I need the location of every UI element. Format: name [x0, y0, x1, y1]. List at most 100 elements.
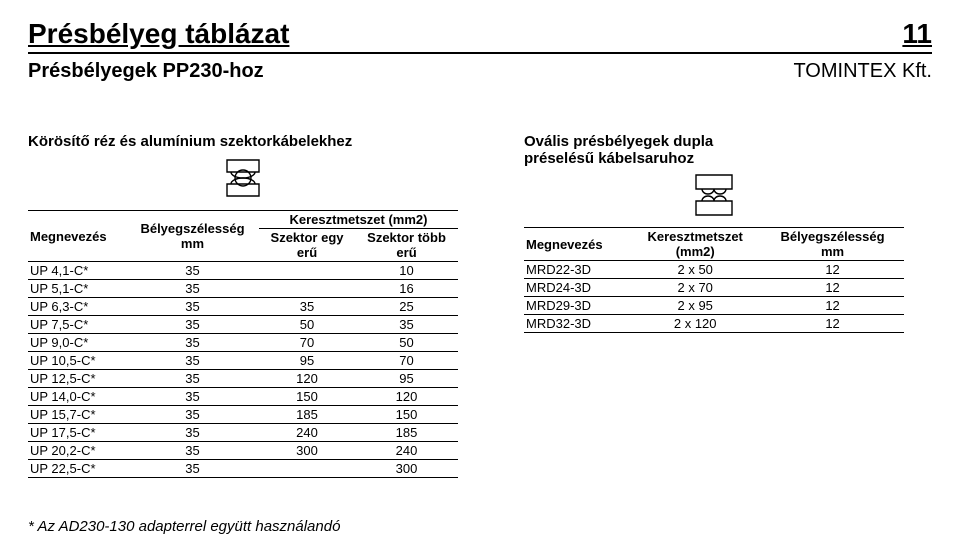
- cell-sector-one: 95: [259, 352, 355, 370]
- th-sector-multi-b: erű: [396, 245, 416, 260]
- cell-sector-one: 120: [259, 370, 355, 388]
- cell-width: 35: [126, 316, 259, 334]
- cell-name: UP 6,3-C*: [28, 298, 126, 316]
- th2-cross-a: Keresztmetszet: [648, 229, 743, 244]
- table-row: UP 22,5-C*35300: [28, 460, 458, 478]
- sector-die-icon: [28, 156, 458, 202]
- cell-sector-multi: 25: [355, 298, 458, 316]
- cell-name: UP 14,0-C*: [28, 388, 126, 406]
- cell-sector-one: 185: [259, 406, 355, 424]
- cell-sector-multi: 120: [355, 388, 458, 406]
- right-heading-a: Ovális présbélyegek dupla: [524, 133, 713, 150]
- cell-sector-multi: 150: [355, 406, 458, 424]
- title-row: Présbélyeg táblázat 11: [28, 18, 932, 54]
- table-row: MRD24-3D2 x 7012: [524, 279, 904, 297]
- cell-sector-multi: 50: [355, 334, 458, 352]
- cell-sector-one: [259, 460, 355, 478]
- th-sector-one-a: Szektor egy: [271, 230, 344, 245]
- cell-name: UP 10,5-C*: [28, 352, 126, 370]
- cell-name: MRD24-3D: [524, 279, 629, 297]
- th2-width: Bélyegszélesség mm: [761, 228, 904, 261]
- cell-cross: 2 x 50: [629, 261, 761, 279]
- cell-width: 35: [126, 280, 259, 298]
- table-row: UP 4,1-C*35 10: [28, 262, 458, 280]
- page-number: 11: [902, 18, 932, 50]
- table-row: UP 17,5-C*35240185: [28, 424, 458, 442]
- cell-width: 35: [126, 370, 259, 388]
- cell-name: UP 22,5-C*: [28, 460, 126, 478]
- subtitle-row: Présbélyegek PP230-hoz TOMINTEX Kft.: [28, 60, 932, 83]
- right-heading-b: préselésű kábelsaruhoz: [524, 150, 694, 167]
- cell-width: 12: [761, 315, 904, 333]
- cell-sector-one: 150: [259, 388, 355, 406]
- th-sector-multi: Szektor több erű: [355, 229, 458, 262]
- table-row: UP 14,0-C*35150120: [28, 388, 458, 406]
- cell-sector-multi: 70: [355, 352, 458, 370]
- right-heading: Ovális présbélyegek dupla préselésű kábe…: [524, 133, 904, 167]
- th2-width-a: Bélyegszélesség: [781, 229, 885, 244]
- table-row: UP 5,1-C*35 16: [28, 280, 458, 298]
- cell-name: UP 7,5-C*: [28, 316, 126, 334]
- left-column: Körösítő réz és alumínium szektorkábelek…: [28, 133, 458, 478]
- cell-sector-multi: 95: [355, 370, 458, 388]
- cell-sector-multi: 300: [355, 460, 458, 478]
- th2-width-b: mm: [821, 244, 844, 259]
- right-table: Megnevezés Keresztmetszet (mm2) Bélyegsz…: [524, 227, 904, 333]
- cell-name: UP 5,1-C*: [28, 280, 126, 298]
- cell-name: UP 15,7-C*: [28, 406, 126, 424]
- table-row: UP 7,5-C*355035: [28, 316, 458, 334]
- right-column: Ovális présbélyegek dupla préselésű kábe…: [524, 133, 904, 478]
- th-sector-one: Szektor egy erű: [259, 229, 355, 262]
- cell-width: 35: [126, 262, 259, 280]
- th-name: Megnevezés: [28, 211, 126, 262]
- th-sector-one-b: erű: [297, 245, 317, 260]
- cell-name: MRD22-3D: [524, 261, 629, 279]
- th-sector-multi-a: Szektor több: [367, 230, 446, 245]
- left-heading: Körösítő réz és alumínium szektorkábelek…: [28, 133, 458, 150]
- page-title: Présbélyeg táblázat: [28, 18, 289, 50]
- cell-width: 12: [761, 261, 904, 279]
- subtitle-right: TOMINTEX Kft.: [793, 60, 932, 83]
- cell-sector-multi: 240: [355, 442, 458, 460]
- table-row: UP 10,5-C*359570: [28, 352, 458, 370]
- table-row: MRD22-3D2 x 5012: [524, 261, 904, 279]
- cell-width: 12: [761, 279, 904, 297]
- table-row: UP 15,7-C*35185150: [28, 406, 458, 424]
- table-row: UP 20,2-C*35300240: [28, 442, 458, 460]
- table-row: MRD32-3D2 x 12012: [524, 315, 904, 333]
- table-row: UP 9,0-C*357050: [28, 334, 458, 352]
- left-table: Megnevezés Bélyegszélesség mm Keresztmet…: [28, 210, 458, 478]
- cell-sector-multi: 16: [355, 280, 458, 298]
- th2-name: Megnevezés: [524, 228, 629, 261]
- th2-cross: Keresztmetszet (mm2): [629, 228, 761, 261]
- table-row: MRD29-3D2 x 9512: [524, 297, 904, 315]
- cell-cross: 2 x 70: [629, 279, 761, 297]
- cell-sector-one: [259, 280, 355, 298]
- table-row: UP 12,5-C*3512095: [28, 370, 458, 388]
- table-row: UP 6,3-C*353525: [28, 298, 458, 316]
- th-width: Bélyegszélesség mm: [126, 211, 259, 262]
- cell-name: UP 20,2-C*: [28, 442, 126, 460]
- cell-sector-one: 35: [259, 298, 355, 316]
- cell-sector-one: 50: [259, 316, 355, 334]
- cell-sector-one: 70: [259, 334, 355, 352]
- cell-width: 12: [761, 297, 904, 315]
- cell-width: 35: [126, 406, 259, 424]
- content-columns: Körösítő réz és alumínium szektorkábelek…: [28, 133, 932, 478]
- cell-width: 35: [126, 352, 259, 370]
- cell-width: 35: [126, 334, 259, 352]
- th-cross-group: Keresztmetszet (mm2): [259, 211, 458, 229]
- cell-sector-multi: 10: [355, 262, 458, 280]
- cell-sector-multi: 35: [355, 316, 458, 334]
- th2-cross-b: (mm2): [676, 244, 715, 259]
- page-root: Présbélyeg táblázat 11 Présbélyegek PP23…: [0, 0, 960, 557]
- cell-width: 35: [126, 388, 259, 406]
- cell-name: MRD32-3D: [524, 315, 629, 333]
- cell-sector-multi: 185: [355, 424, 458, 442]
- cell-name: UP 4,1-C*: [28, 262, 126, 280]
- cell-name: UP 17,5-C*: [28, 424, 126, 442]
- cell-width: 35: [126, 424, 259, 442]
- th-width-line1: Bélyegszélesség: [140, 221, 244, 236]
- cell-name: MRD29-3D: [524, 297, 629, 315]
- th-width-unit: mm: [181, 236, 204, 251]
